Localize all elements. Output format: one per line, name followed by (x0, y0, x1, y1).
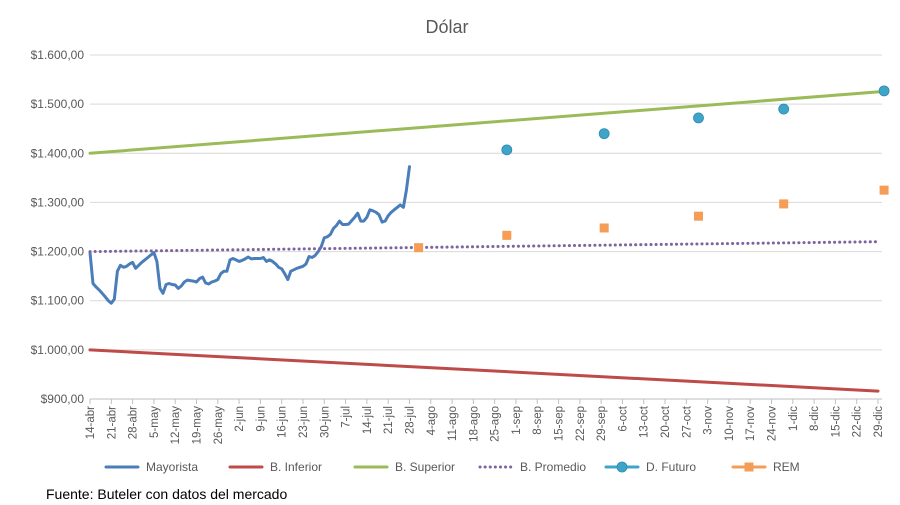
source-note: Fuente: Buteler con datos del mercado (46, 486, 288, 502)
x-tick-label: 1-dic (788, 406, 800, 431)
point-d-futuro (598, 128, 610, 140)
legend-item-b-promedio: B. Promedio (478, 460, 586, 474)
point-rem (779, 199, 789, 209)
legend-label: B. Inferior (270, 460, 322, 474)
x-tick-label: 27-oct (681, 405, 693, 438)
x-tick-label: 22-dic (852, 406, 864, 438)
x-tick-label: 4-ago (426, 406, 438, 435)
x-tick-label: 29-dic (873, 406, 885, 438)
x-tick-label: 28-jul (404, 406, 416, 434)
point-d-futuro (778, 103, 790, 115)
point-rem (879, 185, 889, 195)
y-tick-label: $1.100,00 (31, 294, 85, 308)
legend-item-d-futuro: D. Futuro (604, 460, 696, 474)
x-axis-ticks: 14-abr 21-abr 28-abr 5-may 12-may 19-may 26-ma… (85, 399, 885, 444)
point-d-futuro (501, 144, 513, 156)
x-tick-label: 30-jun (319, 406, 331, 438)
gridlines (90, 54, 882, 400)
y-tick-label: $900,00 (41, 392, 85, 406)
x-tick-label: 29-sep (596, 406, 608, 441)
x-tick-label: 26-may (213, 406, 225, 445)
y-tick-label: $1.000,00 (31, 343, 85, 357)
x-tick-label: 15-dic (830, 406, 842, 438)
x-tick-label: 5-may (149, 406, 161, 438)
series-line-mayorista (88, 165, 411, 305)
series-layer (88, 85, 890, 393)
legend-item-b-inferior: B. Inferior (228, 460, 322, 474)
legend-label: B. Promedio (520, 460, 586, 474)
x-tick-label: 15-sep (554, 406, 566, 441)
series-line-b-inferior (88, 348, 880, 393)
x-tick-label: 28-abr (128, 406, 140, 439)
x-tick-label: 3-nov (703, 406, 715, 435)
x-tick-label: 10-nov (724, 406, 736, 441)
legend-label: Mayorista (146, 460, 198, 474)
x-tick-label: 8-sep (532, 406, 544, 435)
x-tick-label: 14-jul (362, 406, 374, 434)
y-tick-label: $1.300,00 (31, 195, 85, 209)
x-tick-label: 9-jun (255, 406, 267, 432)
point-d-futuro (693, 112, 704, 124)
x-tick-label: 13-oct (639, 405, 651, 438)
x-tick-label: 7-jul (341, 406, 353, 428)
y-tick-label: $1.600,00 (31, 48, 85, 62)
x-tick-label: 11-ago (447, 406, 459, 441)
x-tick-label: 21-jul (383, 406, 395, 434)
series-line-b-promedio (88, 240, 880, 254)
legend-marker (744, 462, 754, 472)
y-axis-ticks: $900,00 $1.000,00 $1.100,00 $1.200,00 $1.300… (31, 48, 85, 406)
x-tick-label: 24-nov (767, 406, 779, 441)
legend-label: D. Futuro (646, 460, 696, 474)
y-tick-label: $1.500,00 (31, 97, 85, 111)
x-tick-label: 2-jun (234, 406, 246, 432)
legend-marker (616, 461, 628, 473)
legend-label: REM (773, 460, 800, 474)
legend-item-b-superior: B. Superior (353, 460, 455, 474)
chart-title: Dólar (425, 17, 468, 37)
x-tick-label: 19-may (191, 406, 203, 445)
x-tick-label: 20-oct (660, 405, 672, 438)
x-tick-label: 16-jun (277, 406, 289, 438)
x-tick-label: 6-oct (617, 405, 629, 431)
x-tick-label: 17-nov (745, 406, 757, 441)
y-tick-label: $1.200,00 (31, 245, 85, 259)
point-d-futuro (878, 85, 890, 97)
point-rem (599, 223, 609, 233)
x-tick-label: 25-ago (490, 406, 502, 442)
x-tick-label: 8-dic (809, 406, 821, 431)
point-rem (502, 230, 512, 240)
legend-item-rem: REM (731, 460, 800, 474)
point-rem (693, 211, 703, 221)
legend: Mayorista B. Inferior B. Superior B. Promed… (104, 460, 800, 474)
x-tick-label: 21-abr (106, 406, 118, 439)
y-tick-label: $1.400,00 (31, 146, 85, 160)
point-rem (414, 243, 424, 253)
x-tick-label: 12-may (170, 406, 182, 445)
x-tick-label: 14-abr (85, 406, 97, 439)
series-line-b-superior (88, 90, 880, 155)
x-tick-label: 22-sep (575, 406, 587, 441)
x-tick-label: 18-ago (468, 406, 480, 442)
x-tick-label: 23-jun (298, 406, 310, 438)
legend-label: B. Superior (395, 460, 455, 474)
legend-item-mayorista: Mayorista (104, 460, 198, 474)
x-tick-label: 1-sep (511, 406, 523, 435)
